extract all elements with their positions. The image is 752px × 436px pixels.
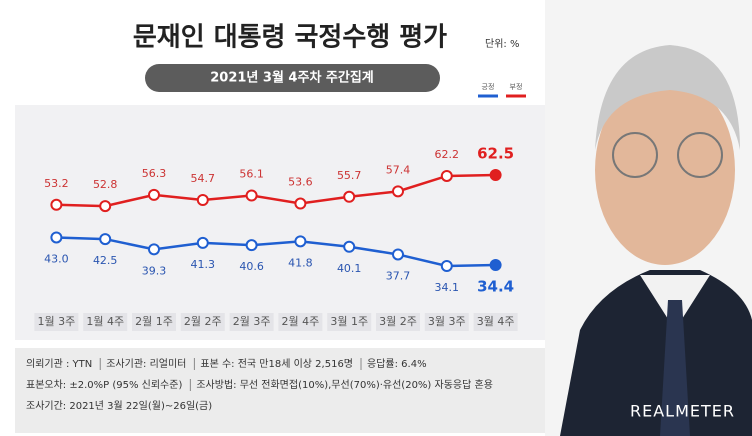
value-label: 40.1 [337,262,362,275]
x-tick-box [229,313,274,331]
x-tick-label: 3월 2주 [379,315,417,328]
x-tick-box [180,313,225,331]
x-tick-box [376,313,420,331]
point [294,235,307,248]
value-label: 55.7 [337,169,362,182]
x-tick-label: 3월 1주 [330,315,368,328]
subtitle: 2021년 3월 4주차 주간집계 [210,70,374,86]
point [343,240,356,253]
point [489,259,502,272]
point [50,231,63,244]
unit: 단위: % [485,37,519,50]
subtitle-pill [145,64,440,92]
legend-label: 부정 [510,82,523,91]
point [392,185,404,198]
point [294,197,307,210]
portrait [545,0,752,436]
value-label: 52.8 [93,178,118,191]
value-label: 39.3 [142,264,167,277]
point [99,233,112,246]
value-label: 53.2 [44,177,69,190]
x-tick-label: 3월 3주 [428,315,466,328]
value-label: 62.2 [435,148,460,161]
point [440,260,453,272]
x-tick-label: 3월 4주 [477,315,515,328]
value-label: 34.1 [435,281,460,294]
legend-label: 긍정 [482,82,495,91]
value-label: 62.5 [477,145,514,163]
x-tick-label: 2월 3주 [233,315,271,328]
value-label: 37.7 [386,269,411,282]
point [50,198,63,211]
x-tick-label: 1월 3주 [38,315,76,328]
note: 의뢰기관 : YTN [26,358,92,370]
chart-title: 문재인 대통령 국정수행 평가 [133,23,447,53]
point [148,243,160,256]
line [56,236,496,268]
point [148,188,160,201]
x-tick-box [473,313,518,331]
value-label: 57.4 [386,163,411,176]
point [99,200,112,213]
x-tick-box [83,313,128,331]
value-label: 54.7 [191,172,216,185]
x-tick-box [424,313,469,331]
x-tick-label: 2월 1주 [135,315,173,328]
value-label: 53.6 [288,176,313,189]
value-label: 56.1 [239,168,264,181]
x-tick-label: 1월 4주 [86,315,124,328]
x-tick-box [34,313,79,331]
note: 조사기간: 2021년 3월 22일(월)~26일(금) [26,400,212,412]
point [196,193,209,206]
point [196,236,209,249]
x-tick-box [327,313,372,331]
x-tick-box [132,313,176,331]
note: 조사방법: 무선 전화면접(10%),무선(70%)·유선(20%) 자동응답 … [196,378,493,391]
note: 조사기관: 리얼미터 [106,358,186,370]
value-label: 43.0 [44,252,69,265]
note: 응답률: 6.4% [367,358,427,370]
x-tick-box [278,313,323,331]
value-label: 41.8 [288,256,313,269]
value-label: 56.3 [142,167,167,180]
note: 표본 수: 전국 만18세 이상 2,516명 [200,358,353,370]
value-label: 41.3 [191,258,216,271]
note: 표본오차: ±2.0%P (95% 신뢰수준) [26,379,182,391]
x-tick-label: 2월 2주 [184,315,222,328]
brand: REALMETER [630,402,735,421]
point [245,239,258,252]
value-label: 40.6 [239,260,264,273]
plot-panel [15,105,545,340]
line [56,173,496,208]
point [440,169,453,182]
notes-box [15,348,545,433]
x-tick-label: 2월 4주 [282,315,320,328]
value-label: 42.5 [93,254,118,267]
point [392,248,404,261]
value-label: 34.4 [477,278,514,296]
point [245,189,258,202]
point [343,190,356,203]
point [489,169,502,181]
